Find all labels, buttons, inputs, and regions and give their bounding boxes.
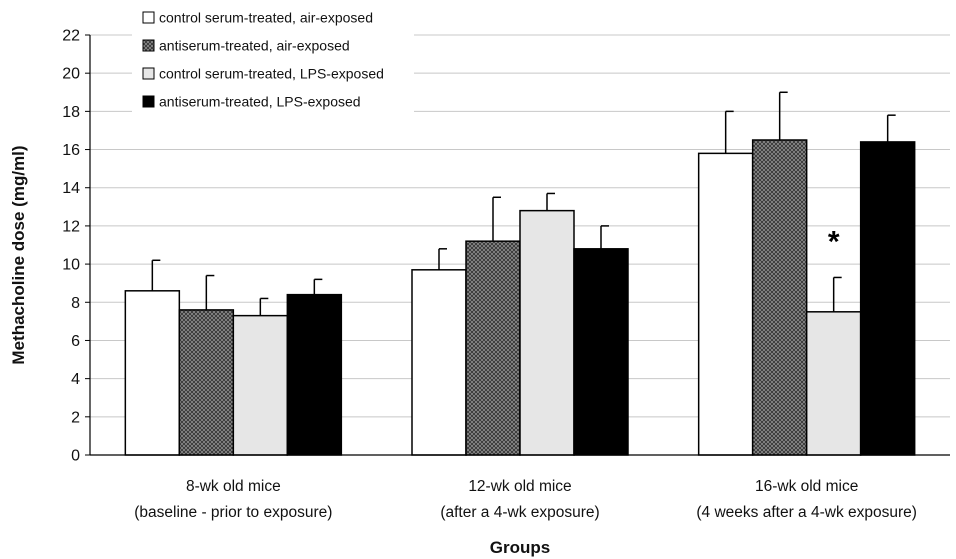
- y-tick-label: 20: [62, 66, 80, 83]
- legend-entry: control serum-treated, LPS-exposed: [159, 66, 384, 82]
- y-tick-label: 18: [62, 104, 80, 121]
- y-tick-label: 22: [62, 28, 80, 45]
- legend: control serum-treated, air-exposed antise…: [132, 2, 414, 117]
- labels: 0 2 4 6 8 10 12 14 16 18 20 22 8-wk old mice (baselin…: [9, 28, 917, 558]
- legend-entry: antiserum-treated, air-exposed: [159, 38, 350, 54]
- bar: [519, 209, 575, 456]
- legend-background: [132, 2, 414, 117]
- bar: [805, 311, 862, 456]
- legend-swatch: [142, 67, 155, 80]
- y-tick-label: 12: [62, 218, 80, 235]
- legend-entry: antiserum-treated, LPS-exposed: [159, 94, 361, 110]
- x-category-label: 12-wk old mice: [468, 478, 571, 495]
- y-tick-label: 8: [71, 295, 80, 312]
- bars: [124, 91, 916, 456]
- x-category-label: (baseline - prior to exposure): [134, 504, 332, 521]
- y-tick-label: 16: [62, 142, 80, 159]
- y-tick-label: 6: [71, 333, 80, 350]
- bar: [178, 309, 235, 456]
- significance-asterisk: *: [828, 225, 840, 258]
- bar: [751, 139, 808, 456]
- legend-swatch: [142, 95, 155, 108]
- x-category-label: 8-wk old mice: [186, 478, 281, 495]
- axes: [85, 34, 950, 456]
- legend-entry: control serum-treated, air-exposed: [159, 10, 373, 26]
- x-axis-title: Groups: [490, 538, 550, 557]
- bar: [465, 240, 521, 456]
- y-tick-label: 2: [71, 409, 80, 426]
- x-category-label: (4 weeks after a 4-wk exposure): [696, 504, 917, 521]
- legend-swatch: [142, 39, 155, 52]
- x-category-label: 16-wk old mice: [755, 478, 858, 495]
- legend-swatch: [142, 11, 155, 24]
- bar: [411, 269, 467, 456]
- bar: [573, 248, 629, 456]
- y-tick-label: 14: [62, 180, 80, 197]
- bar: [286, 293, 343, 456]
- y-tick-label: 10: [62, 257, 80, 274]
- y-axis-title: Methacholine dose (mg/ml): [9, 145, 28, 364]
- x-category-label: (after a 4-wk exposure): [440, 504, 599, 521]
- bar: [697, 152, 754, 456]
- bar: [859, 141, 916, 456]
- y-tick-label: 0: [71, 448, 80, 465]
- y-tick-label: 4: [71, 371, 80, 388]
- bar: [124, 290, 181, 456]
- bar: [232, 314, 289, 456]
